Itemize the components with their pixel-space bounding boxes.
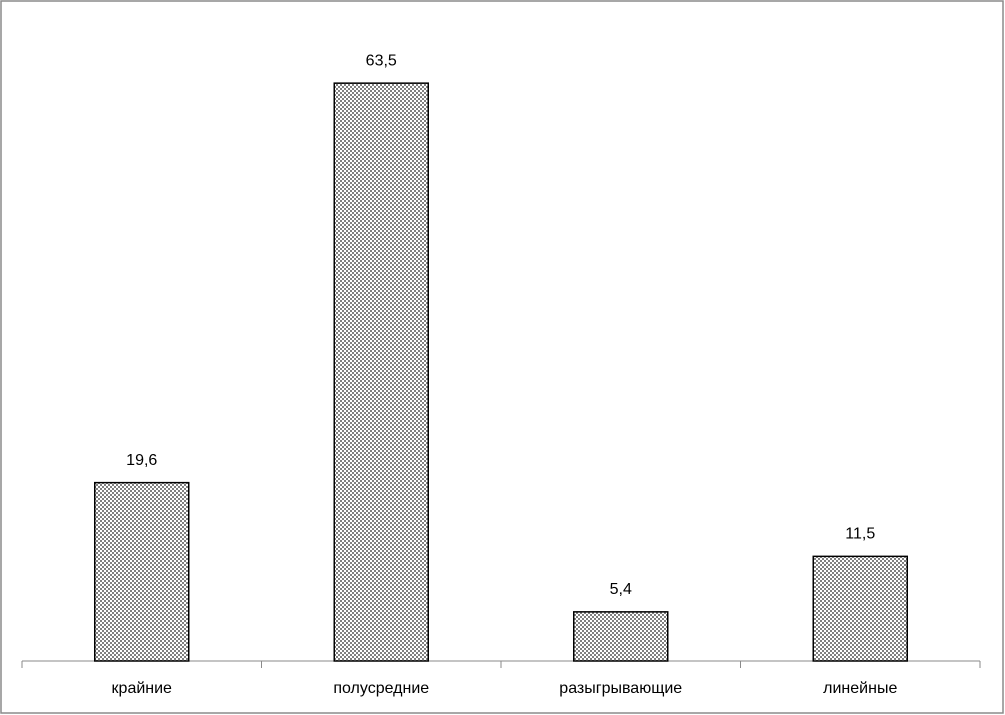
data-label: 11,5 <box>845 526 875 543</box>
x-tick-label: полусредние <box>333 680 429 697</box>
x-tick-label: крайние <box>112 680 173 697</box>
bar <box>94 481 190 662</box>
x-tick-label: линейные <box>823 680 897 697</box>
bar <box>812 555 908 662</box>
bar <box>333 82 429 662</box>
x-tick-label: разыгрывающие <box>559 680 682 697</box>
data-label: 19,6 <box>126 452 157 469</box>
data-label: 5,4 <box>610 581 632 598</box>
data-label: 63,5 <box>366 52 397 69</box>
bar <box>573 611 669 662</box>
